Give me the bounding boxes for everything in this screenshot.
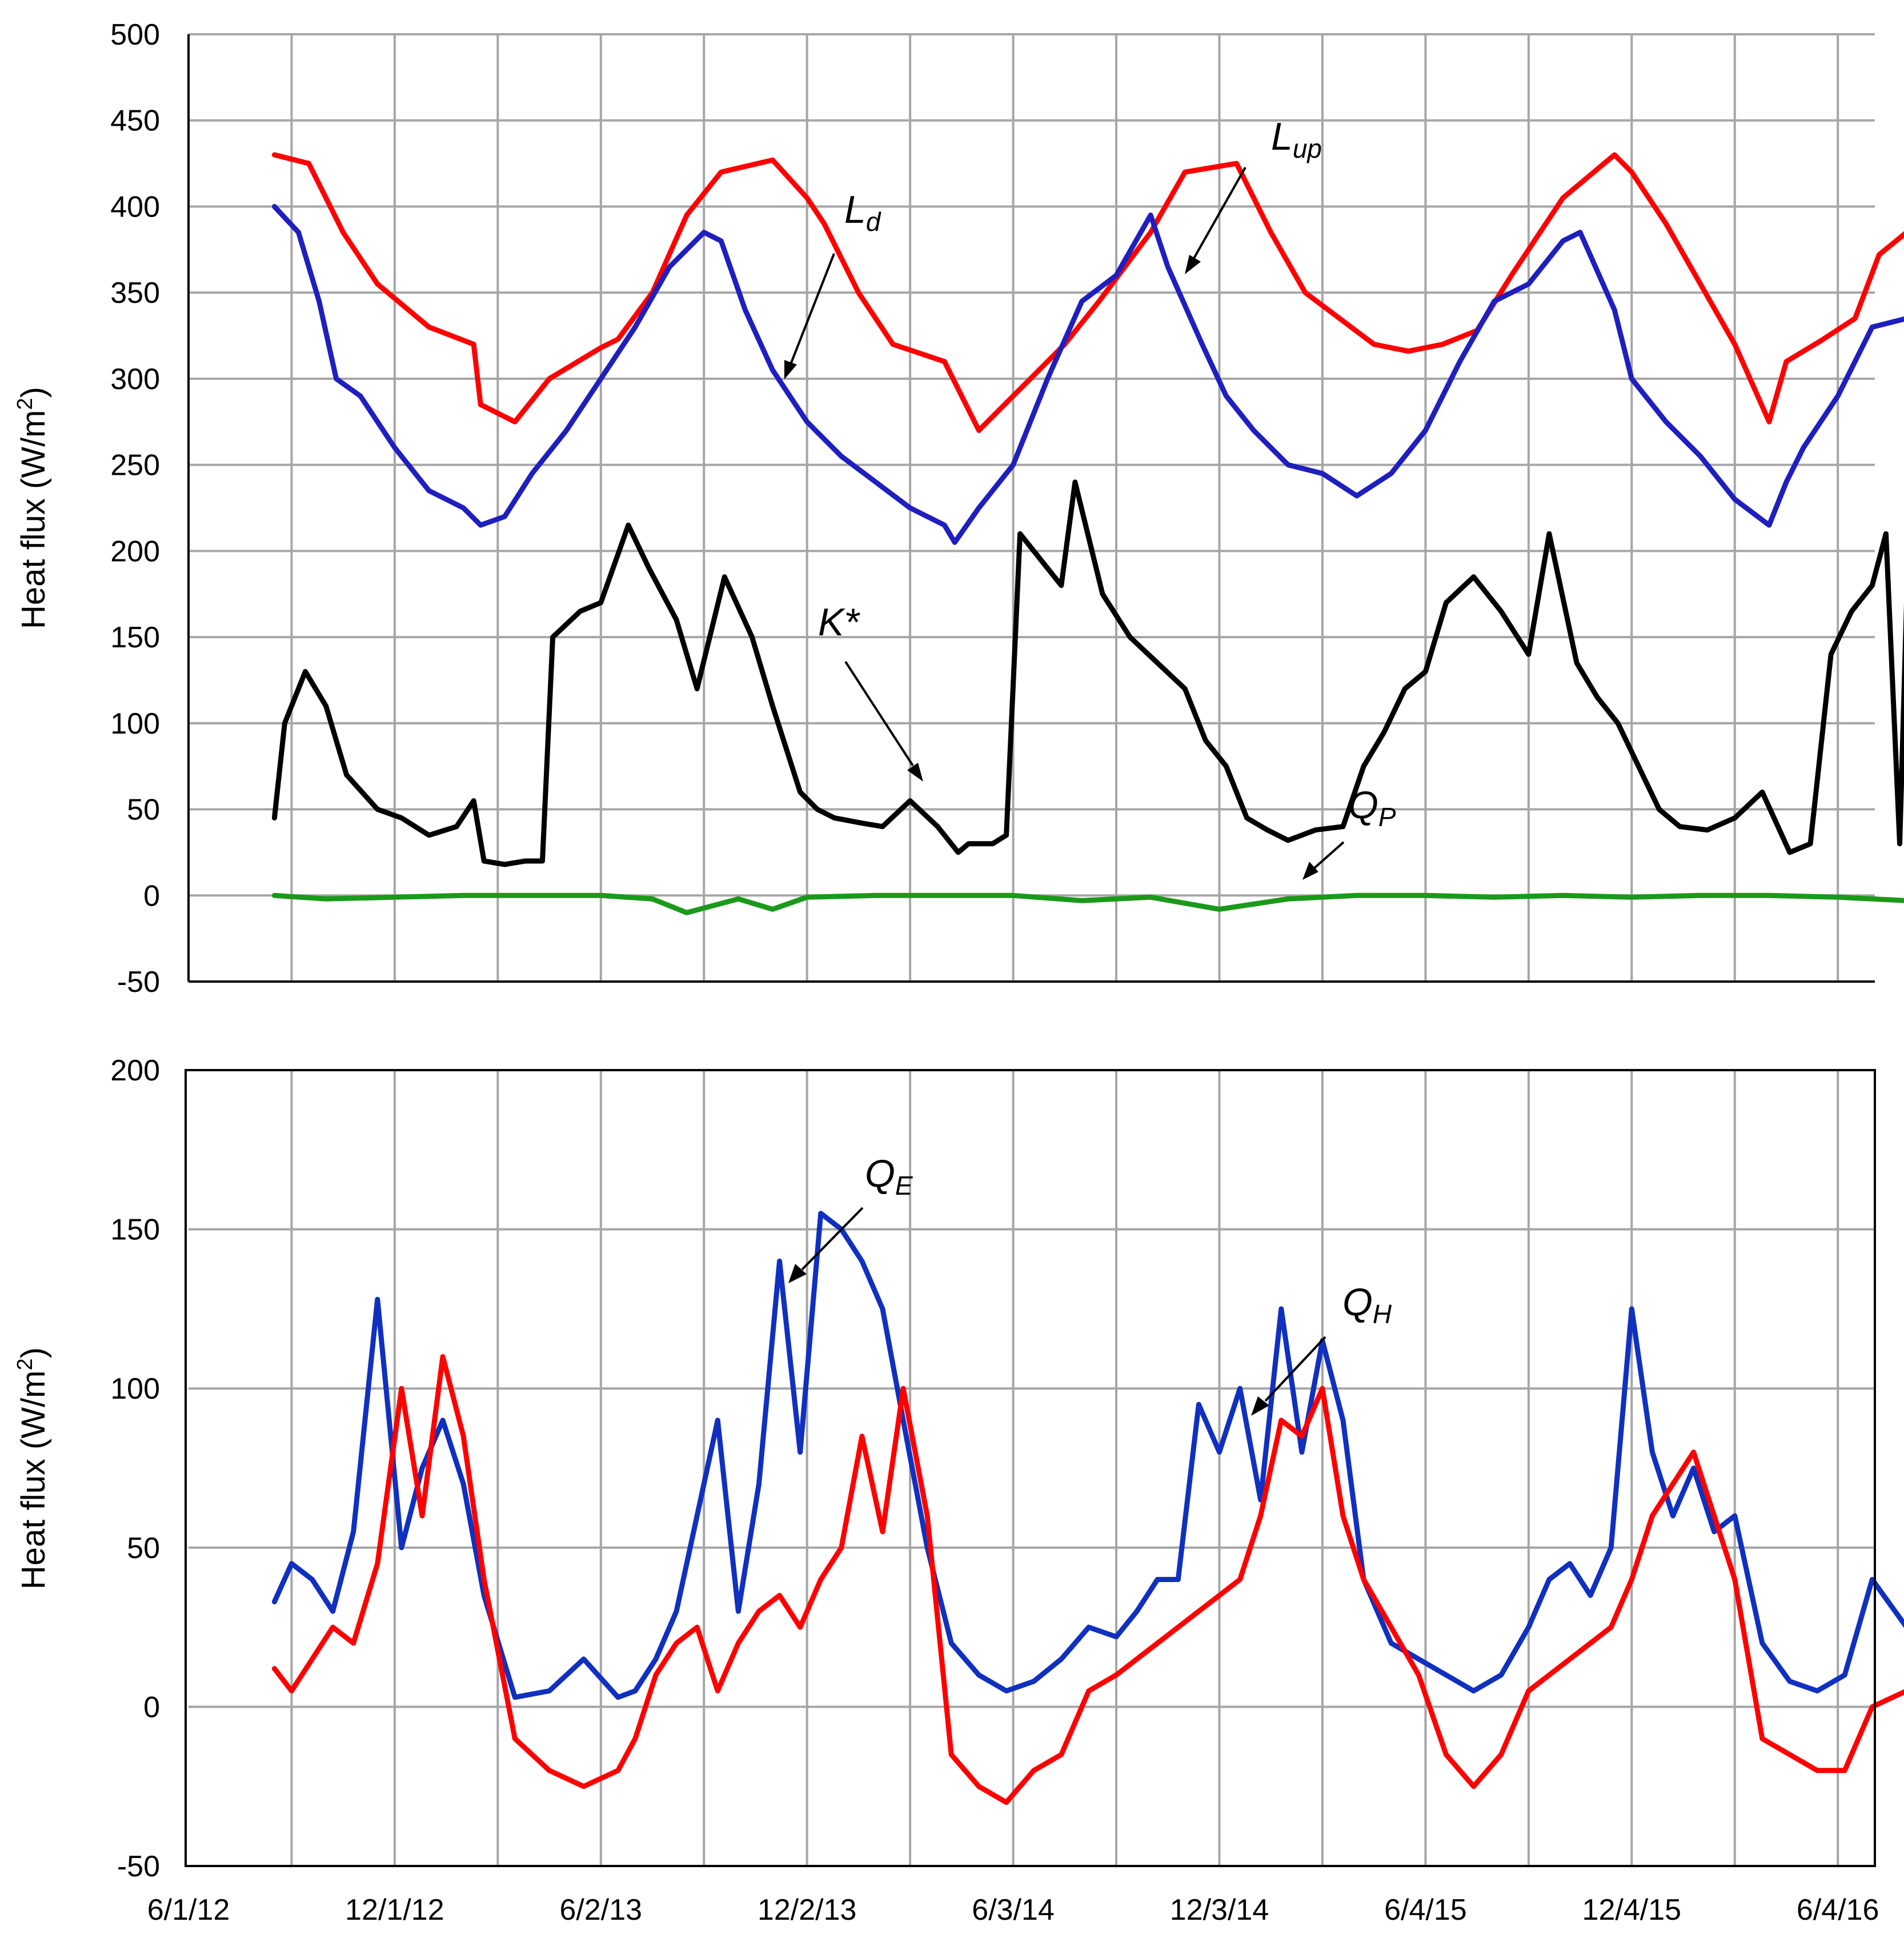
annotation-qp-arrowhead	[1302, 862, 1318, 880]
series-line-k	[271, 479, 1904, 867]
x-tick-label: 6/2/13	[560, 1893, 643, 1927]
annotation-ld: Ld	[844, 188, 881, 237]
x-tick-label: 6/1/12	[147, 1893, 230, 1927]
annotation-qe-arrow	[801, 1207, 864, 1271]
top-y-tick-label: 0	[143, 879, 160, 912]
annotation-ld-arrowhead	[784, 360, 797, 379]
series-line-qp	[271, 892, 1904, 915]
bottom-x-tick-labels: 6/1/12 12/1/12 6/2/13 12/2/13 6/3/14 12/3/14 6…	[147, 1893, 1879, 1927]
bottom-y-tick-label: 0	[143, 1691, 160, 1724]
annotation-qe-arrowhead	[788, 1264, 807, 1283]
annotation-kstar: K*	[818, 600, 860, 644]
annotation-qp-arrow	[1313, 841, 1345, 870]
annotation-qp: QP	[1348, 783, 1396, 832]
top-y-tick-label: 150	[110, 621, 160, 654]
annotation-kstar-arrow	[844, 660, 914, 767]
annotation-lup: Lup	[1271, 115, 1322, 163]
top-series-lines	[271, 152, 1904, 915]
bottom-y-tick-label: -50	[117, 1850, 160, 1883]
top-y-tick-label: 50	[127, 794, 160, 827]
bottom-y-tick-label: 50	[127, 1532, 160, 1565]
annotation-lup-arrowhead	[1185, 255, 1201, 274]
bottom-y-tick-label: 150	[110, 1214, 160, 1247]
annotation-qh: QH	[1342, 1280, 1392, 1329]
top-y-tick-label: 200	[110, 535, 160, 568]
bottom-y-axis-title: Heat flux (W/m2)	[13, 1347, 52, 1589]
series-line-ld	[271, 204, 1904, 545]
annotation-lup-arrow	[1193, 167, 1246, 259]
series-line-qh	[271, 1354, 1904, 1805]
x-tick-label: 12/1/12	[345, 1893, 444, 1927]
top-y-tick-label: 500	[110, 18, 160, 51]
top-y-axis-title: Heat flux (W/m2)	[13, 387, 52, 629]
top-y-tick-label: 350	[110, 277, 160, 310]
annotation-ld-arrow	[790, 253, 835, 363]
bottom-plot-frame	[185, 1069, 1876, 1867]
bottom-y-tick-labels: 200 150 100 50 0 -50	[110, 1054, 160, 1883]
x-tick-label: 12/4/15	[1582, 1893, 1682, 1927]
x-tick-label: 6/4/15	[1384, 1893, 1467, 1927]
top-y-tick-label: 100	[110, 707, 160, 740]
x-tick-label: 12/2/13	[757, 1893, 857, 1927]
bottom-panel: 200 150 100 50 0 -50 6/1/12 12/1/12 6/2/13 12/2/…	[13, 1054, 1904, 1927]
top-y-tick-label: 250	[110, 449, 160, 482]
x-tick-label: 12/3/14	[1170, 1893, 1269, 1927]
annotation-kstar-arrowhead	[907, 763, 923, 782]
x-tick-label: 6/4/16	[1797, 1893, 1879, 1927]
top-y-tick-label: 450	[110, 105, 160, 138]
annotation-qe: QE	[865, 1152, 913, 1200]
bottom-y-tick-label: 100	[110, 1372, 160, 1406]
top-y-tick-label: -50	[117, 966, 160, 999]
annotation-qh-arrow	[1264, 1336, 1326, 1402]
series-line-qe	[271, 1211, 1904, 1700]
annotation-qh-arrowhead	[1251, 1396, 1269, 1416]
top-y-tick-label: 300	[110, 363, 160, 396]
bottom-series-lines	[271, 1211, 1904, 1805]
bottom-y-tick-label: 200	[110, 1054, 160, 1087]
top-gridlines	[189, 33, 1875, 982]
x-tick-label: 6/3/14	[972, 1893, 1055, 1927]
top-y-tick-label: 400	[110, 190, 160, 223]
series-line-lup	[271, 152, 1789, 433]
series-line-lup-end	[1783, 231, 1904, 365]
